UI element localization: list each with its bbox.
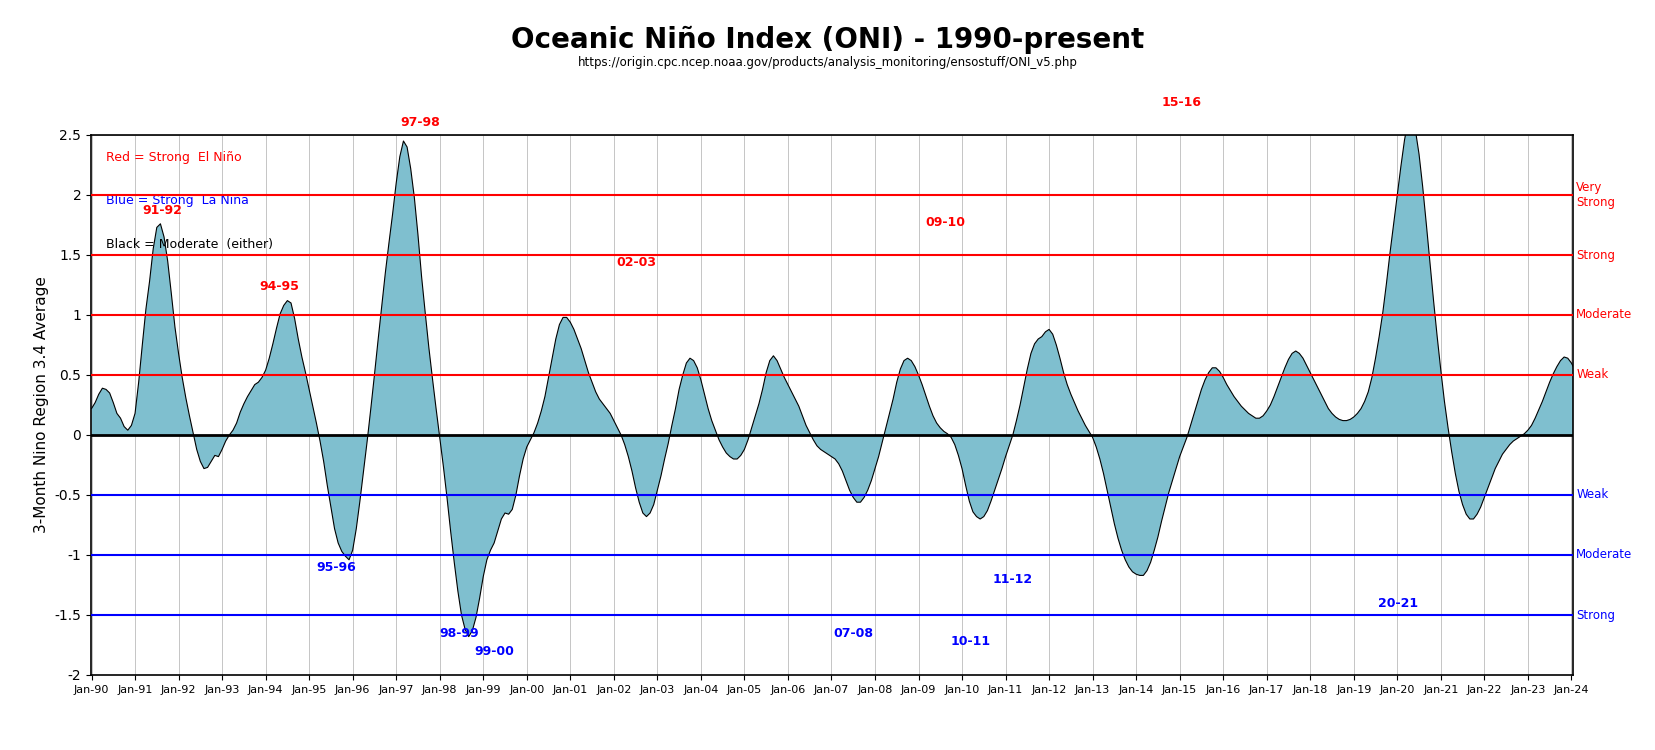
Text: 94-95: 94-95 <box>260 280 300 293</box>
Text: Weak: Weak <box>1576 488 1607 502</box>
Text: 98-99: 98-99 <box>439 627 478 640</box>
Text: 91-92: 91-92 <box>142 203 182 217</box>
Text: Weak: Weak <box>1576 368 1607 382</box>
Text: Strong: Strong <box>1576 608 1614 622</box>
Text: Black = Moderate  (either): Black = Moderate (either) <box>106 238 273 250</box>
Text: 11-12: 11-12 <box>993 573 1033 586</box>
Text: Very
Strong: Very Strong <box>1576 181 1614 209</box>
Text: 02-03: 02-03 <box>616 256 657 269</box>
Text: Blue = Strong  La Niña: Blue = Strong La Niña <box>106 194 248 208</box>
Text: 10-11: 10-11 <box>950 635 990 649</box>
Text: Moderate: Moderate <box>1576 548 1632 562</box>
Text: 20-21: 20-21 <box>1377 597 1418 610</box>
Text: Strong: Strong <box>1576 248 1614 262</box>
Text: 97-98: 97-98 <box>401 116 440 129</box>
Text: Oceanic Niño Index (ONI) - 1990-present: Oceanic Niño Index (ONI) - 1990-present <box>511 26 1144 55</box>
Text: https://origin.cpc.ncep.noaa.gov/products/analysis_monitoring/ensostuff/ONI_v5.p: https://origin.cpc.ncep.noaa.gov/product… <box>578 56 1077 69</box>
Text: 07-08: 07-08 <box>832 627 872 640</box>
Text: 09-10: 09-10 <box>925 215 965 229</box>
Text: 99-00: 99-00 <box>475 645 515 658</box>
Text: Moderate: Moderate <box>1576 308 1632 322</box>
Text: 95-96: 95-96 <box>316 561 356 574</box>
Text: 15-16: 15-16 <box>1162 95 1202 109</box>
Y-axis label: 3-Month Nino Region 3.4 Average: 3-Month Nino Region 3.4 Average <box>33 277 50 533</box>
Text: Red = Strong  El Niño: Red = Strong El Niño <box>106 152 242 164</box>
